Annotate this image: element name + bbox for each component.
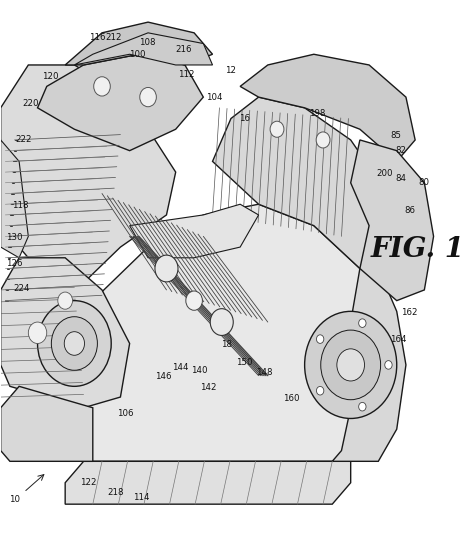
Text: 200: 200 (376, 169, 393, 178)
Text: 148: 148 (256, 368, 273, 378)
Circle shape (359, 402, 366, 411)
Text: 86: 86 (404, 206, 415, 215)
Polygon shape (351, 140, 434, 301)
Text: 18: 18 (221, 340, 232, 349)
Text: 162: 162 (401, 308, 418, 317)
Circle shape (155, 255, 178, 282)
Text: 150: 150 (237, 358, 253, 367)
Circle shape (210, 309, 233, 336)
Polygon shape (0, 386, 93, 461)
Text: 120: 120 (42, 72, 59, 81)
Text: 222: 222 (16, 135, 32, 144)
Circle shape (337, 349, 365, 381)
Polygon shape (74, 33, 212, 65)
Polygon shape (240, 54, 415, 162)
Text: 10: 10 (9, 496, 20, 504)
Circle shape (321, 330, 381, 400)
Circle shape (385, 361, 392, 369)
Text: FIG. 1: FIG. 1 (371, 236, 465, 263)
Polygon shape (332, 268, 406, 461)
Text: 104: 104 (206, 92, 222, 101)
Circle shape (94, 77, 110, 96)
Circle shape (37, 301, 111, 386)
Polygon shape (65, 22, 212, 65)
Text: 116: 116 (89, 33, 106, 41)
Text: 118: 118 (12, 201, 28, 210)
Polygon shape (0, 140, 28, 258)
Text: 84: 84 (395, 174, 406, 183)
Circle shape (58, 292, 73, 309)
Text: 140: 140 (191, 366, 208, 375)
Polygon shape (129, 204, 259, 258)
Circle shape (51, 317, 97, 371)
Text: 144: 144 (172, 363, 189, 372)
Text: 112: 112 (179, 70, 195, 79)
Polygon shape (0, 65, 176, 301)
Circle shape (140, 88, 156, 107)
Circle shape (359, 319, 366, 328)
Text: 160: 160 (283, 394, 300, 403)
Circle shape (186, 291, 202, 310)
Circle shape (305, 311, 397, 418)
Text: 198: 198 (310, 108, 326, 118)
Text: 218: 218 (108, 488, 124, 497)
Polygon shape (65, 204, 378, 461)
Text: 212: 212 (106, 33, 122, 41)
Text: 130: 130 (6, 233, 23, 242)
Circle shape (270, 121, 284, 137)
Text: 106: 106 (117, 409, 133, 418)
Text: 82: 82 (396, 146, 407, 155)
Polygon shape (65, 451, 351, 504)
Text: 80: 80 (419, 178, 430, 187)
Text: 12: 12 (226, 66, 237, 75)
Circle shape (64, 332, 84, 355)
Circle shape (316, 132, 330, 148)
Text: 216: 216 (176, 46, 192, 54)
Text: 164: 164 (390, 335, 407, 344)
Text: 122: 122 (80, 478, 96, 487)
Polygon shape (212, 97, 397, 311)
Polygon shape (37, 54, 203, 151)
Text: 108: 108 (139, 38, 155, 47)
Text: 114: 114 (133, 494, 150, 502)
Text: 142: 142 (200, 383, 216, 392)
Circle shape (317, 387, 324, 395)
Text: 224: 224 (14, 285, 30, 293)
Circle shape (28, 322, 47, 344)
Circle shape (317, 335, 324, 343)
Text: 100: 100 (129, 50, 145, 59)
Text: 220: 220 (23, 99, 39, 108)
Polygon shape (0, 258, 129, 408)
Text: 85: 85 (390, 131, 401, 140)
Text: 126: 126 (6, 259, 23, 267)
Text: 16: 16 (239, 114, 250, 123)
Text: 146: 146 (155, 372, 171, 381)
